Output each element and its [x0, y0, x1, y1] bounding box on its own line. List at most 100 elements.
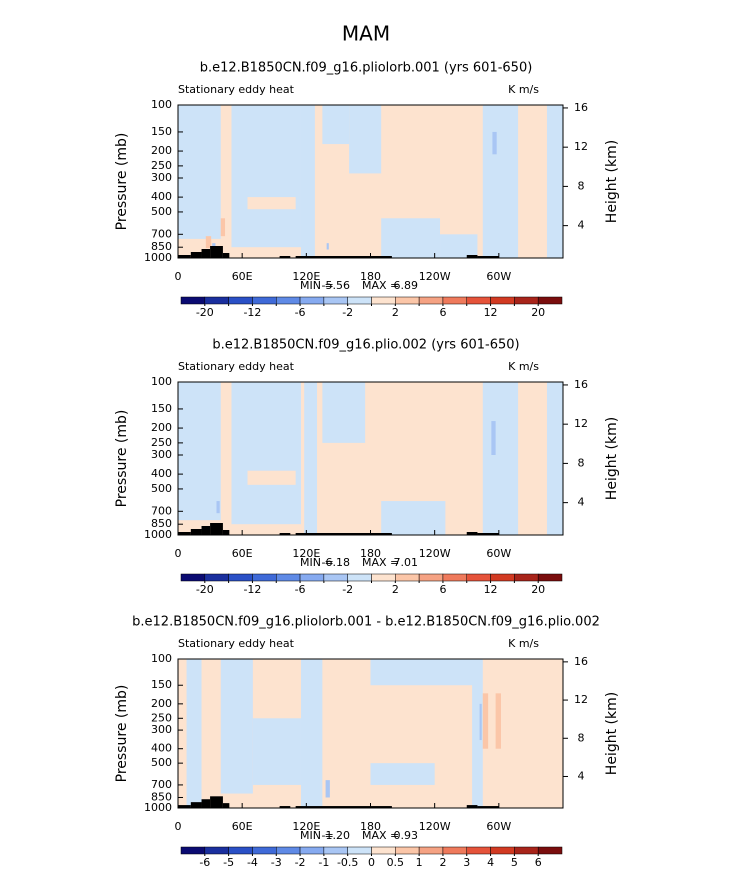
x-tick-label: 60E: [232, 820, 253, 833]
colorbar-box: [347, 573, 372, 582]
y-tick-label: 400: [151, 742, 172, 755]
colorbar-box: [323, 846, 348, 855]
topography: [201, 526, 211, 535]
subtitle-left: Stationary eddy heat: [178, 360, 295, 373]
y-tick-label: 850: [151, 240, 172, 253]
y2-tick-label: 4: [578, 219, 585, 232]
topography: [178, 805, 191, 808]
field-region: [205, 236, 212, 248]
x-tick-label: 180: [360, 270, 381, 283]
topography: [210, 523, 223, 535]
subtitle-right: K m/s: [508, 83, 539, 96]
x-tick-label: 120E: [292, 820, 320, 833]
colorbar-box: [252, 846, 277, 855]
colorbar-label: 1: [416, 856, 423, 869]
topography: [466, 805, 478, 808]
max-label: MAX =: [362, 279, 399, 292]
colorbar-box: [466, 846, 491, 855]
x-tick-label: 0: [175, 547, 182, 560]
field-region: [482, 105, 519, 258]
field-region: [495, 693, 501, 749]
topography: [279, 806, 291, 808]
field-region: [216, 501, 220, 514]
colorbar-label: 20: [531, 306, 545, 319]
colorbar-label: 0.5: [387, 856, 405, 869]
field-region: [482, 382, 519, 535]
field: [178, 659, 563, 808]
x-tick-label: 120W: [419, 547, 451, 560]
colorbar-box: [204, 296, 229, 305]
x-tick-label: 0: [175, 820, 182, 833]
colorbar-box: [299, 573, 325, 582]
y-tick-label: 1000: [144, 251, 172, 264]
y-tick-label: 850: [151, 790, 172, 803]
y-tick-label: 200: [151, 144, 172, 157]
topography: [190, 529, 202, 535]
colorbar-box: [395, 573, 420, 582]
field-region: [349, 105, 382, 174]
x-tick-label: 180: [360, 820, 381, 833]
colorbar-label: 5: [511, 856, 518, 869]
y2-tick-label: 4: [578, 496, 585, 509]
y-tick-label: 250: [151, 436, 172, 449]
colorbar-label: 2: [392, 306, 399, 319]
colorbar-box: [276, 846, 301, 855]
colorbar-box: [180, 846, 206, 855]
topography: [210, 796, 223, 808]
colorbar-label: -6: [295, 583, 306, 596]
y-axis-label: Pressure (mb): [114, 410, 130, 508]
y-tick-label: 300: [151, 723, 172, 736]
field-region: [482, 693, 489, 749]
colorbar-box: [371, 296, 396, 305]
colorbar-label: -2: [342, 306, 353, 319]
topography: [295, 533, 392, 535]
min-value: -6.18: [322, 556, 350, 569]
field-region: [381, 501, 446, 535]
colorbar-label: 2: [439, 856, 446, 869]
x-tick-label: 60W: [486, 547, 511, 560]
y2-tick-label: 8: [578, 456, 585, 469]
y-tick-label: 300: [151, 171, 172, 184]
y-tick-label: 150: [151, 402, 172, 415]
min-value: -5.56: [322, 279, 350, 292]
colorbar-label: -1: [318, 856, 329, 869]
y2-axis-label: Height (km): [604, 692, 620, 775]
colorbar-label: -20: [196, 306, 214, 319]
colorbar-label: -5: [223, 856, 234, 869]
colorbar-box: [442, 846, 467, 855]
field-region: [381, 218, 441, 258]
subtitle-right: K m/s: [508, 360, 539, 373]
colorbar-box: [395, 296, 420, 305]
y2-axis-label: Height (km): [604, 417, 620, 500]
colorbar-box: [514, 846, 539, 855]
y-axis-label: Pressure (mb): [114, 133, 130, 231]
y2-tick-label: 12: [574, 417, 588, 430]
x-tick-label: 60W: [486, 820, 511, 833]
topography: [190, 802, 202, 808]
max-value: 0.93: [394, 829, 419, 842]
colorbar-label: -12: [243, 583, 261, 596]
colorbar-box: [180, 296, 206, 305]
field-region: [252, 718, 301, 785]
colorbar-label: 3: [463, 856, 470, 869]
field-region: [304, 382, 318, 535]
y2-tick-label: 16: [574, 101, 588, 114]
colorbar-box: [228, 846, 253, 855]
colorbar-box: [466, 296, 491, 305]
colorbar-box: [299, 296, 325, 305]
colorbar-label: 12: [484, 306, 498, 319]
topography: [295, 806, 392, 808]
x-tick-label: 120W: [419, 270, 451, 283]
colorbar-box: [347, 296, 372, 305]
y-tick-label: 700: [151, 778, 172, 791]
y2-axis-label: Height (km): [604, 140, 620, 223]
max-value: 7.01: [394, 556, 419, 569]
colorbar-box: [537, 296, 563, 305]
y-tick-label: 700: [151, 227, 172, 240]
colorbar-label: 20: [531, 583, 545, 596]
y2-tick-label: 16: [574, 378, 588, 391]
field-region: [300, 105, 315, 258]
topography: [201, 799, 211, 808]
topography: [178, 532, 191, 535]
colorbar-label: 2: [392, 583, 399, 596]
